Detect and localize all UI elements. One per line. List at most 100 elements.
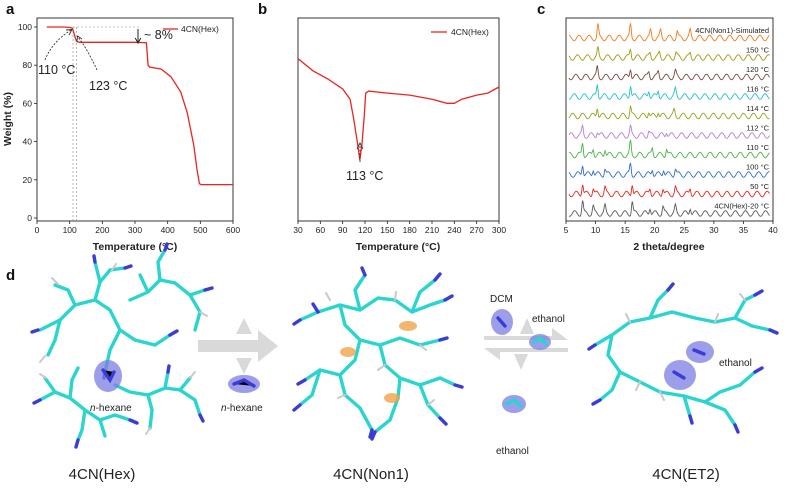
x-tick-label: 500 (193, 225, 207, 235)
pxrd-trace-label: 100 °C (746, 163, 770, 172)
x-tick-label: 100 (63, 225, 77, 235)
pxrd-trace-label: 50 °C (750, 182, 769, 191)
x-tick-label: 30 (709, 225, 719, 235)
arrow-123 (77, 36, 98, 71)
guest-label-ethanol-in: ethanol (532, 314, 565, 325)
x-tick-label: 150 (380, 225, 394, 235)
structure-label-non1: 4CN(Non1) (333, 466, 409, 483)
pxrd-trace-label: 112 °C (747, 124, 770, 133)
x-tick-label: 90 (338, 225, 348, 235)
x-tick-label: 25 (680, 225, 690, 235)
x-axis-label: 2 theta/degree (633, 241, 704, 253)
x-tick-label: 15 (620, 225, 630, 235)
y-tick-label: 100 (18, 22, 32, 32)
pxrd-trace-label: 4CN(Non1)-Simulated (695, 26, 769, 35)
pxrd-trace (568, 65, 770, 81)
x-axis-label: Temperature (°C) (93, 241, 178, 253)
x-tick-label: 60 (316, 225, 326, 235)
annotation-weight-loss: ~ 8% (144, 28, 173, 42)
pxrd-trace (568, 104, 770, 120)
x-tick-label: 240 (447, 225, 461, 235)
crystal-4cn-et2: ethanol (587, 282, 779, 434)
pxrd-trace-label: 4CN(Hex)-20 °C (714, 202, 769, 211)
x-tick-label: 20 (650, 225, 660, 235)
legend-label: 4CN(Hex) (451, 27, 489, 37)
y-tick-label: 0 (27, 213, 32, 223)
axis-frame (36, 17, 234, 222)
y-tick-label: 60 (23, 98, 33, 108)
x-tick-label: 200 (95, 225, 109, 235)
pxrd-chart: 5 10 15 20 25 30 35 40 4CN(Non1)-Simulated 150 °… (564, 17, 778, 253)
pxrd-trace (568, 184, 770, 198)
phenyl-highlight (384, 393, 400, 403)
dsc-chart: 30 60 90 120 150 180 210 240 270 300 Temperature … (293, 17, 506, 253)
series-line-4cn-hex (46, 26, 233, 186)
x-tick-label: 180 (403, 225, 417, 235)
guest-label-hexane-released: n-hexane (221, 403, 263, 414)
pxrd-trace (568, 46, 770, 61)
arrowhead-123 (76, 35, 83, 43)
pxrd-trace-label: 150 °C (746, 46, 770, 55)
pxrd-trace (568, 23, 770, 42)
annotation-123: 123 °C (89, 79, 127, 93)
guest-label-dcm: DCM (490, 294, 513, 305)
x-tick-label: 0 (35, 225, 40, 235)
axis-frame (565, 17, 774, 222)
crystal-4cn-hex: n-hexane (30, 242, 214, 449)
pxrd-trace (568, 84, 770, 100)
phenyl-highlight (399, 321, 417, 331)
transition-arrow-1: n-hexane (198, 318, 278, 414)
x-tick-label: 600 (226, 225, 240, 235)
structure-label-et2: 4CN(ET2) (652, 466, 720, 483)
x-tick-label: 300 (128, 225, 142, 235)
x-tick-label: 400 (161, 225, 175, 235)
pxrd-trace (568, 123, 770, 139)
y-tick-label: 40 (23, 137, 33, 147)
pxrd-trace-label: 116 °C (747, 85, 770, 94)
tga-chart: 0 100 200 300 400 500 600 0 20 40 60 80 100 Tempera… (2, 17, 240, 253)
x-axis-label: Temperature (°C) (356, 241, 441, 253)
pxrd-trace-label: 120 °C (746, 65, 770, 74)
x-tick-label: 5 (564, 225, 569, 235)
guest-ethanol-cloud (502, 395, 526, 413)
pxrd-trace-label: 110 °C (747, 143, 770, 152)
x-tick-label: 300 (492, 225, 506, 235)
structure-label-hex: 4CN(Hex) (69, 466, 136, 483)
structure-scheme: n-hexane 4CN(Hex) n-hexane 4CN(Non1) (30, 242, 779, 483)
annotation-peak: 113 °C (346, 169, 383, 183)
weight-loss-arrowhead (134, 37, 142, 45)
axis-frame (297, 17, 500, 222)
annotation-110: 110 °C (38, 63, 75, 77)
pxrd-trace (568, 162, 770, 178)
arrow-110 (44, 29, 72, 61)
crystal-4cn-non1 (292, 266, 464, 441)
legend-label: 4CN(Hex) (181, 24, 219, 34)
pxrd-trace-label: 114 °C (747, 104, 770, 113)
x-tick-label: 35 (739, 225, 749, 235)
transition-arrow-2: DCM ethanol ethanol (484, 294, 568, 457)
phenyl-highlight (340, 347, 356, 357)
arrowhead-110 (65, 28, 73, 36)
peak-arrowhead (356, 141, 364, 150)
x-tick-label: 30 (293, 225, 303, 235)
panel-label-d: d (6, 267, 15, 284)
y-axis-label: Weight (%) (2, 92, 14, 146)
x-tick-label: 40 (768, 225, 778, 235)
guest-label-ethanol-out: ethanol (496, 446, 529, 457)
x-tick-label: 210 (425, 225, 439, 235)
pxrd-trace (568, 200, 770, 217)
x-tick-label: 270 (470, 225, 484, 235)
panel-label-c: c (537, 1, 545, 18)
series-line-4cn-hex (297, 58, 500, 161)
x-tick-label: 120 (358, 225, 372, 235)
y-tick-label: 80 (23, 60, 33, 70)
guest-label-ethanol-et2: ethanol (719, 358, 752, 369)
x-tick-label: 10 (591, 225, 601, 235)
panel-label-b: b (258, 1, 267, 18)
guest-label-hexane: n-hexane (90, 403, 132, 414)
pxrd-trace (568, 139, 770, 159)
y-tick-label: 20 (23, 175, 33, 185)
panel-label-a: a (6, 1, 15, 18)
guest-ethanol-cloud (529, 334, 551, 350)
